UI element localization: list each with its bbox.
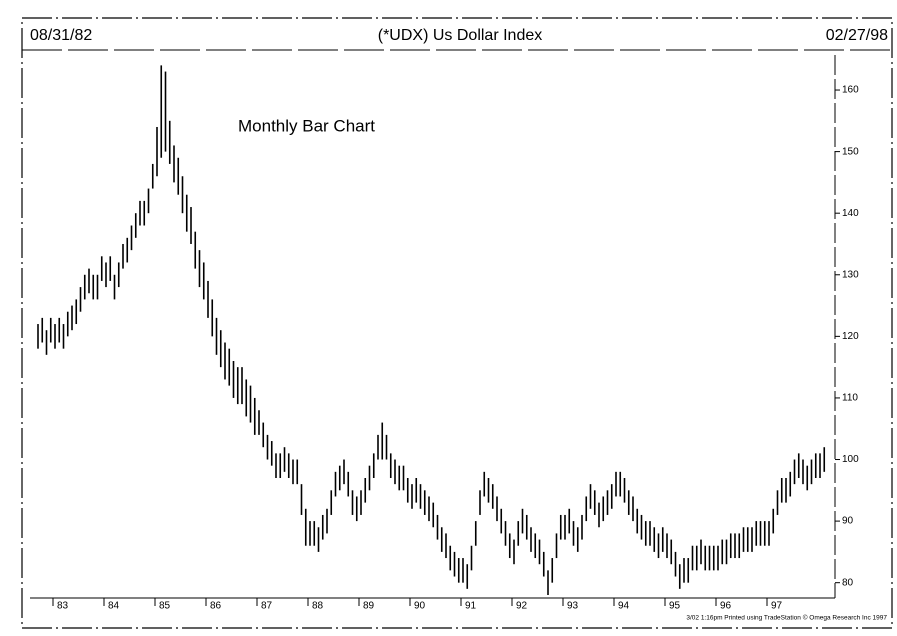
x-tick-label: 92 [516, 601, 528, 612]
frame [21, 17, 893, 629]
y-tick-label: 100 [842, 454, 859, 465]
y-tick-label: 110 [842, 393, 858, 404]
start-date: 08/31/82 [30, 27, 92, 44]
x-tick-label: 91 [465, 601, 477, 612]
x-tick-label: 93 [567, 601, 579, 612]
y-tick-label: 130 [842, 269, 859, 280]
x-tick-label: 89 [363, 601, 375, 612]
y-tick-label: 120 [842, 331, 859, 342]
x-tick-label: 95 [669, 601, 681, 612]
y-tick-label: 90 [842, 516, 854, 527]
chart-title: (*UDX) Us Dollar Index [378, 27, 542, 44]
footer: 3/02 1:16pm Printed using TradeStation ©… [686, 614, 887, 622]
x-tick-label: 94 [618, 601, 630, 612]
x-tick-label: 84 [108, 601, 120, 612]
end-date: 02/27/98 [826, 27, 888, 44]
x-tick-label: 83 [57, 601, 69, 612]
x-tick-label: 96 [720, 601, 732, 612]
y-tick-label: 80 [842, 577, 854, 588]
x-tick-label: 85 [159, 601, 171, 612]
x-tick-label: 88 [312, 601, 324, 612]
annotation: Monthly Bar Chart [238, 116, 375, 135]
x-tick-label: 97 [771, 601, 783, 612]
y-tick-label: 150 [842, 146, 859, 157]
x-tick-label: 87 [261, 601, 273, 612]
x-tick-label: 90 [414, 601, 426, 612]
y-tick-label: 140 [842, 208, 859, 219]
y-tick-label: 160 [842, 85, 859, 96]
x-tick-label: 86 [210, 601, 222, 612]
